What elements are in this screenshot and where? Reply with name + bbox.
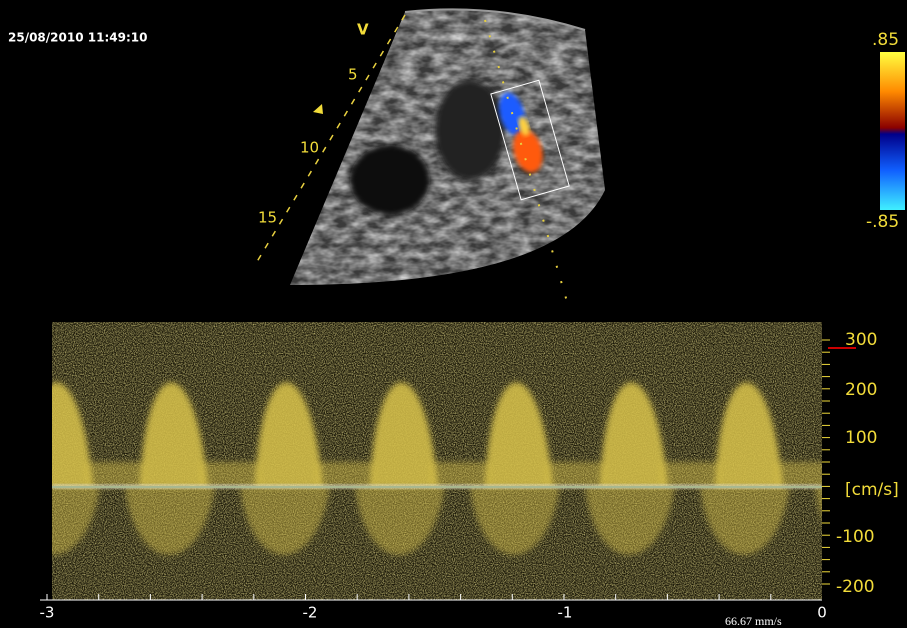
velocity-label: -100 — [836, 527, 875, 547]
color-bar — [880, 52, 905, 210]
time-label: -1 — [558, 604, 573, 622]
color-scale-min: -.85 — [866, 212, 899, 232]
velocity-label: -200 — [836, 577, 875, 597]
velocity-unit: [cm/s] — [845, 480, 899, 500]
diastolic-band — [315, 462, 375, 487]
b-mode-image — [280, 0, 620, 300]
doppler-spectrum — [10, 322, 907, 600]
velocity-label: 200 — [845, 380, 877, 400]
ultrasound-screen: 25/08/2010 11:49:10 V 5 10 15 .85 -.85 3… — [0, 0, 907, 628]
velocity-label: 100 — [845, 428, 877, 448]
velocity-label: 300 — [845, 330, 877, 350]
diastolic-band — [545, 462, 605, 487]
diastolic-band — [430, 462, 490, 487]
time-label: -3 — [40, 604, 55, 622]
color-scale-max: .85 — [872, 30, 899, 50]
diastolic-band — [200, 462, 260, 487]
diastolic-band — [85, 462, 145, 487]
depth-label: 10 — [300, 139, 319, 157]
orientation-marker: V — [357, 21, 369, 39]
velocity-ticks — [822, 340, 830, 584]
depth-label: 5 — [348, 66, 358, 84]
depth-label: 15 — [258, 209, 277, 227]
sweep-speed: 66.67 mm/s — [725, 614, 782, 628]
timestamp: 25/08/2010 11:49:10 — [8, 31, 147, 45]
time-label: 0 — [817, 604, 827, 622]
diastolic-band — [660, 462, 720, 487]
focus-marker — [313, 104, 323, 114]
time-label: -2 — [303, 604, 318, 622]
